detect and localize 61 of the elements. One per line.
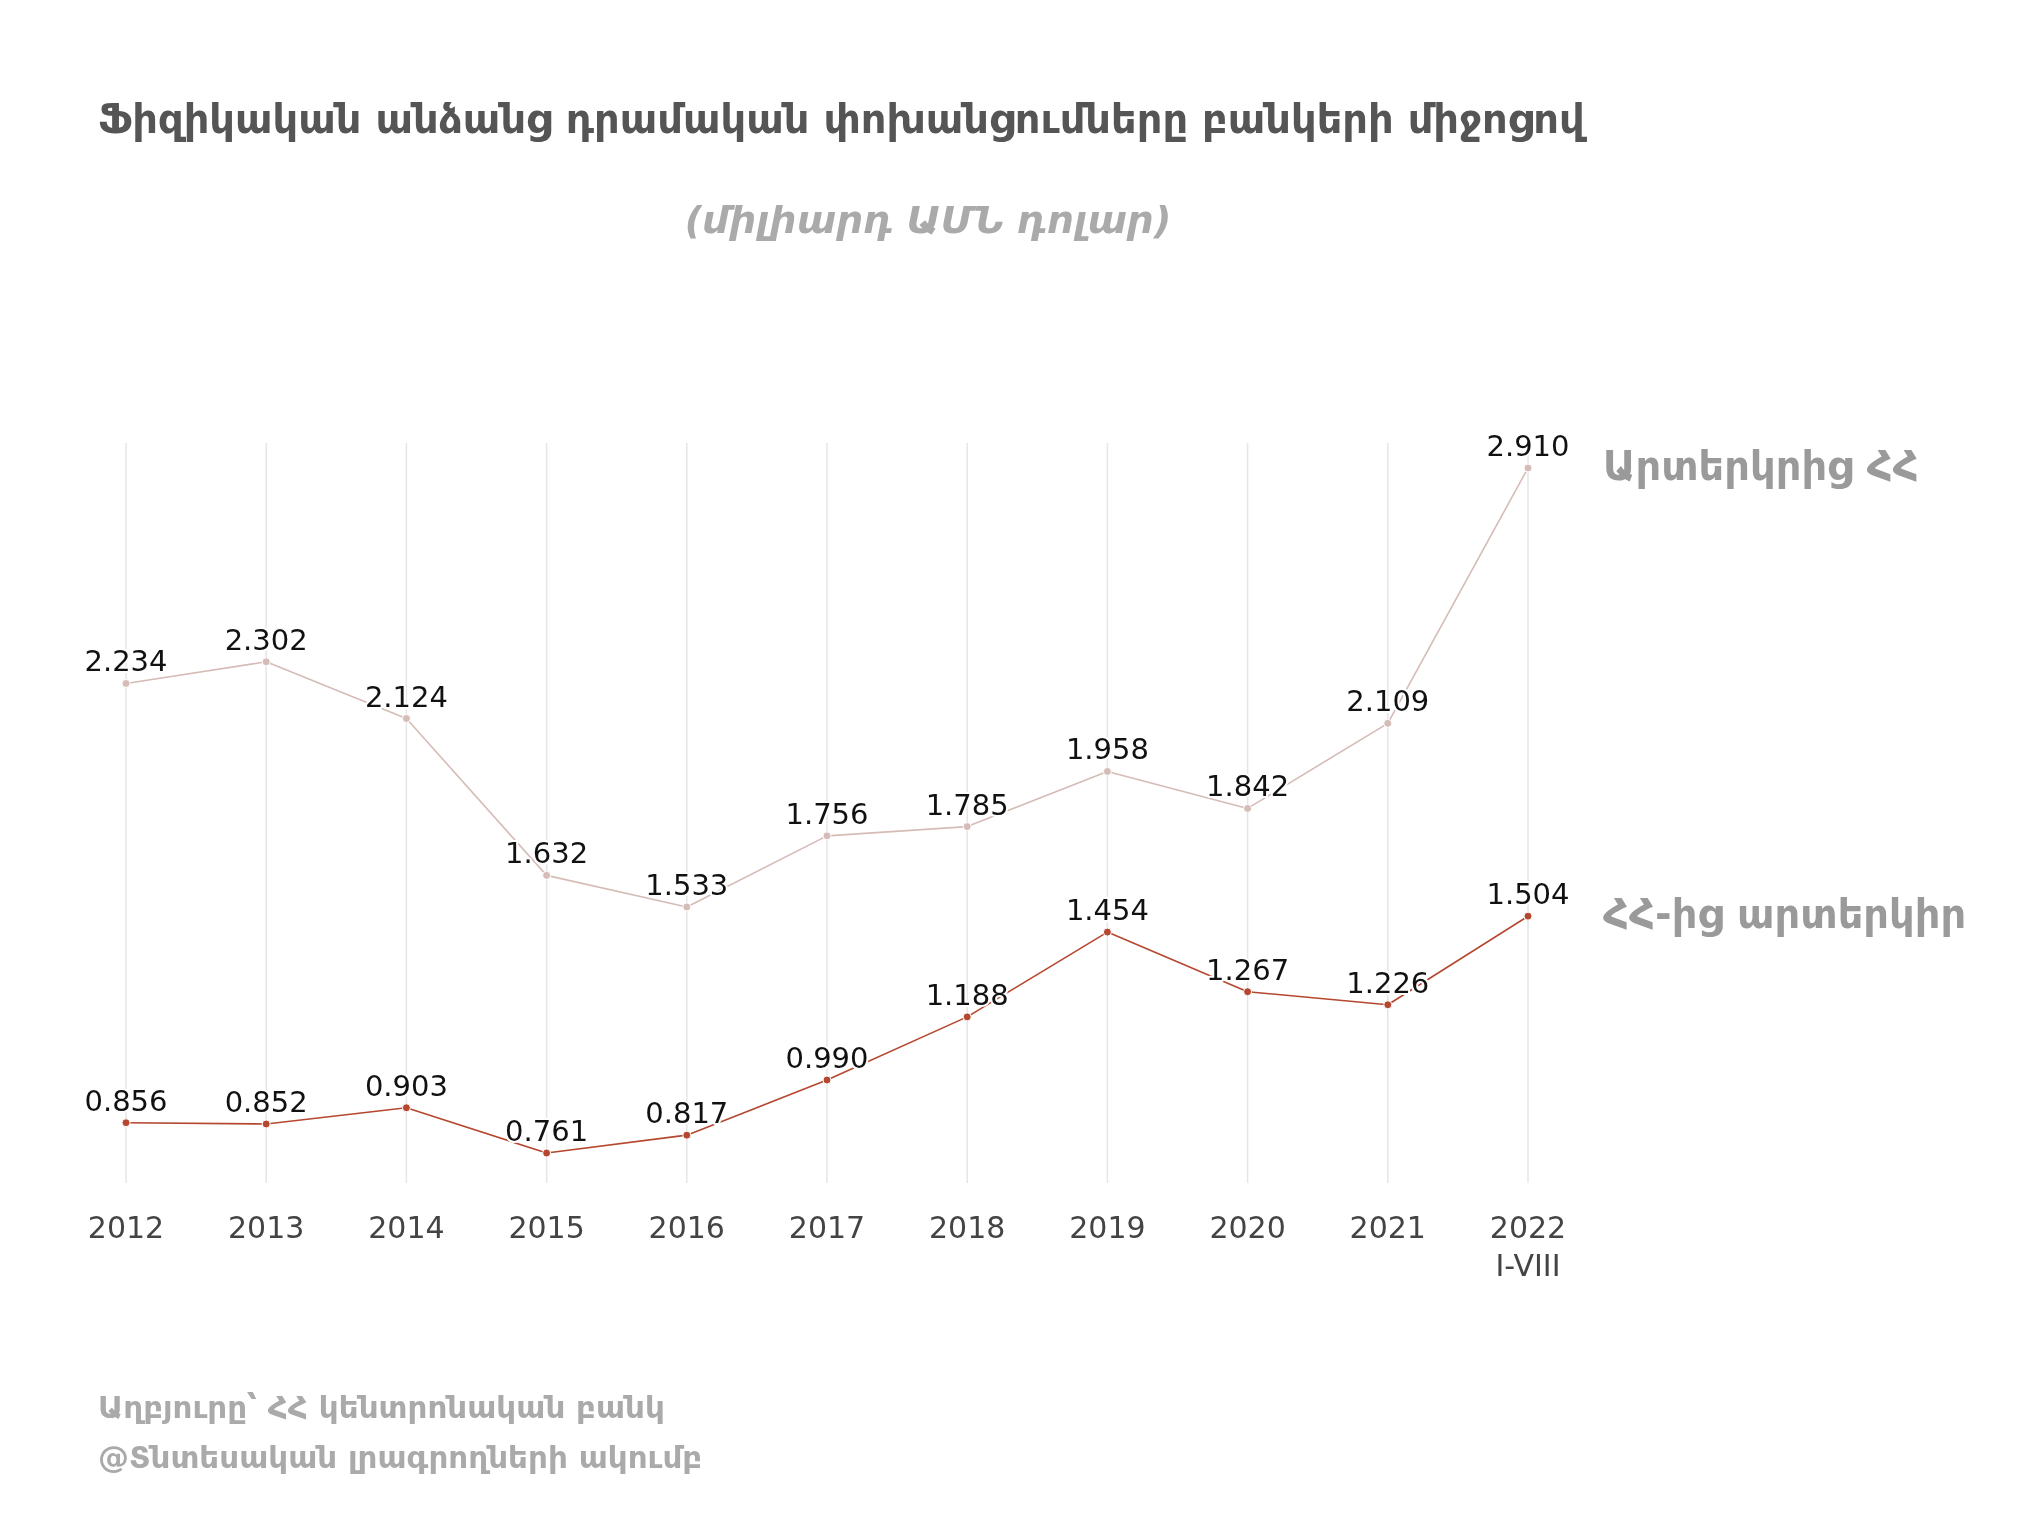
point <box>1243 987 1253 997</box>
data-label: 2.234 <box>84 644 168 679</box>
point <box>401 714 411 724</box>
point <box>1523 463 1533 473</box>
data-label: 1.756 <box>785 796 869 831</box>
data-label: 2.124 <box>364 679 448 714</box>
point <box>962 1012 972 1022</box>
point <box>962 822 972 832</box>
data-label: 2.302 <box>224 622 308 657</box>
text: Աղբյուրը՝ ՀՀ կենտրոնական բանկ <box>98 1389 665 1425</box>
data-label: 2.910 <box>1486 429 1570 463</box>
x-tick-label: 2021 <box>1349 1210 1426 1245</box>
point <box>1383 1000 1393 1010</box>
point <box>1102 766 1112 776</box>
data-label: 0.852 <box>224 1084 308 1119</box>
point <box>261 657 271 667</box>
data-label: 1.267 <box>1206 952 1290 987</box>
data-label: 1.958 <box>1065 732 1149 767</box>
data-label: 1.226 <box>1346 965 1430 1000</box>
point <box>542 1148 552 1158</box>
data-label: 1.533 <box>645 867 729 902</box>
point <box>1102 927 1112 937</box>
x-tick-label: 2018 <box>929 1210 1006 1245</box>
x-tick-label: 2020 <box>1209 1210 1286 1245</box>
data-label: 0.990 <box>785 1041 869 1076</box>
series-label: ՀՀ-ից արտերկիր <box>1603 891 1967 938</box>
point <box>1523 911 1533 921</box>
data-label: 0.817 <box>645 1096 729 1131</box>
point <box>542 870 552 880</box>
x-tick-label: 2022 I-VIII <box>1489 1210 1567 1283</box>
data-label: 1.785 <box>925 787 1009 822</box>
data-label: 2.109 <box>1346 684 1430 719</box>
x-tick-label: 2016 <box>648 1210 725 1245</box>
point <box>822 831 832 841</box>
point <box>682 1130 692 1140</box>
x-tick-label: 2015 <box>508 1210 585 1245</box>
x-tick-label: 2012 <box>87 1210 165 1245</box>
x-tick-label: 2014 <box>368 1210 445 1245</box>
x-tick-label: 2017 <box>788 1210 866 1245</box>
data-label: 1.504 <box>1486 877 1570 912</box>
point <box>1243 803 1253 813</box>
data-label: 1.454 <box>1065 893 1149 928</box>
point <box>822 1075 832 1085</box>
point <box>121 678 131 688</box>
chart-title: Ֆիզիկական անձանց դրամական փոխանցումները բանկերի միջոցով <box>98 96 1588 142</box>
chart-subtitle: (միլիարդ ԱՄՆ դոլար) <box>684 198 1172 242</box>
data-label: 1.188 <box>925 977 1009 1012</box>
data-label: 1.632 <box>505 836 589 871</box>
point <box>401 1103 411 1113</box>
point <box>121 1118 131 1128</box>
data-label: 0.761 <box>505 1114 589 1148</box>
point <box>682 902 692 912</box>
point <box>261 1119 271 1129</box>
x-tick-label: 2013 <box>228 1210 305 1245</box>
x-tick-label: 2019 <box>1069 1210 1146 1245</box>
series-label: Արտերկրից ՀՀ <box>1603 443 1919 489</box>
data-label: 1.842 <box>1206 769 1290 804</box>
data-label: 0.856 <box>84 1083 168 1118</box>
data-label: 0.903 <box>364 1068 448 1103</box>
point <box>1383 718 1393 728</box>
text: @Տնտեսական լրագրողների ակումբ <box>98 1439 703 1475</box>
